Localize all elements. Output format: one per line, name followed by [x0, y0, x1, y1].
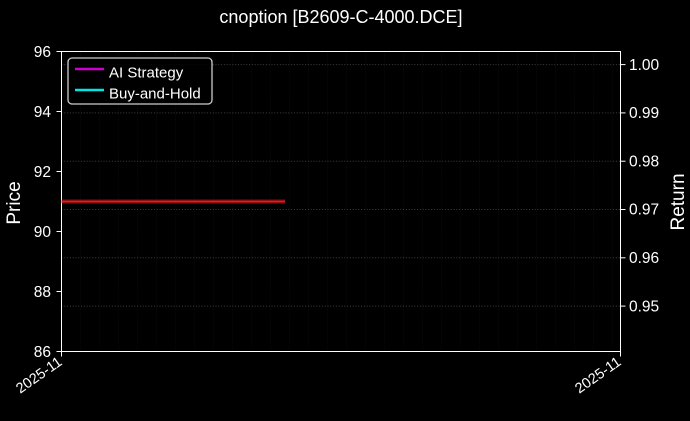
svg-text:94: 94: [34, 104, 52, 121]
svg-text:90: 90: [34, 224, 52, 241]
svg-text:96: 96: [34, 44, 51, 61]
svg-text:0.96: 0.96: [629, 250, 659, 267]
svg-text:0.95: 0.95: [629, 298, 659, 315]
svg-text:92: 92: [34, 164, 51, 181]
svg-text:0.98: 0.98: [629, 153, 659, 170]
svg-text:Price: Price: [4, 181, 25, 224]
svg-text:1.00: 1.00: [629, 57, 660, 74]
svg-text:88: 88: [34, 284, 51, 301]
svg-text:Return: Return: [668, 173, 689, 230]
svg-text:cnoption [B2609-C-4000.DCE]: cnoption [B2609-C-4000.DCE]: [219, 7, 462, 27]
svg-text:AI Strategy: AI Strategy: [109, 65, 184, 82]
svg-text:0.99: 0.99: [629, 105, 659, 122]
svg-text:0.97: 0.97: [629, 202, 659, 219]
svg-text:Buy-and-Hold: Buy-and-Hold: [109, 86, 201, 103]
